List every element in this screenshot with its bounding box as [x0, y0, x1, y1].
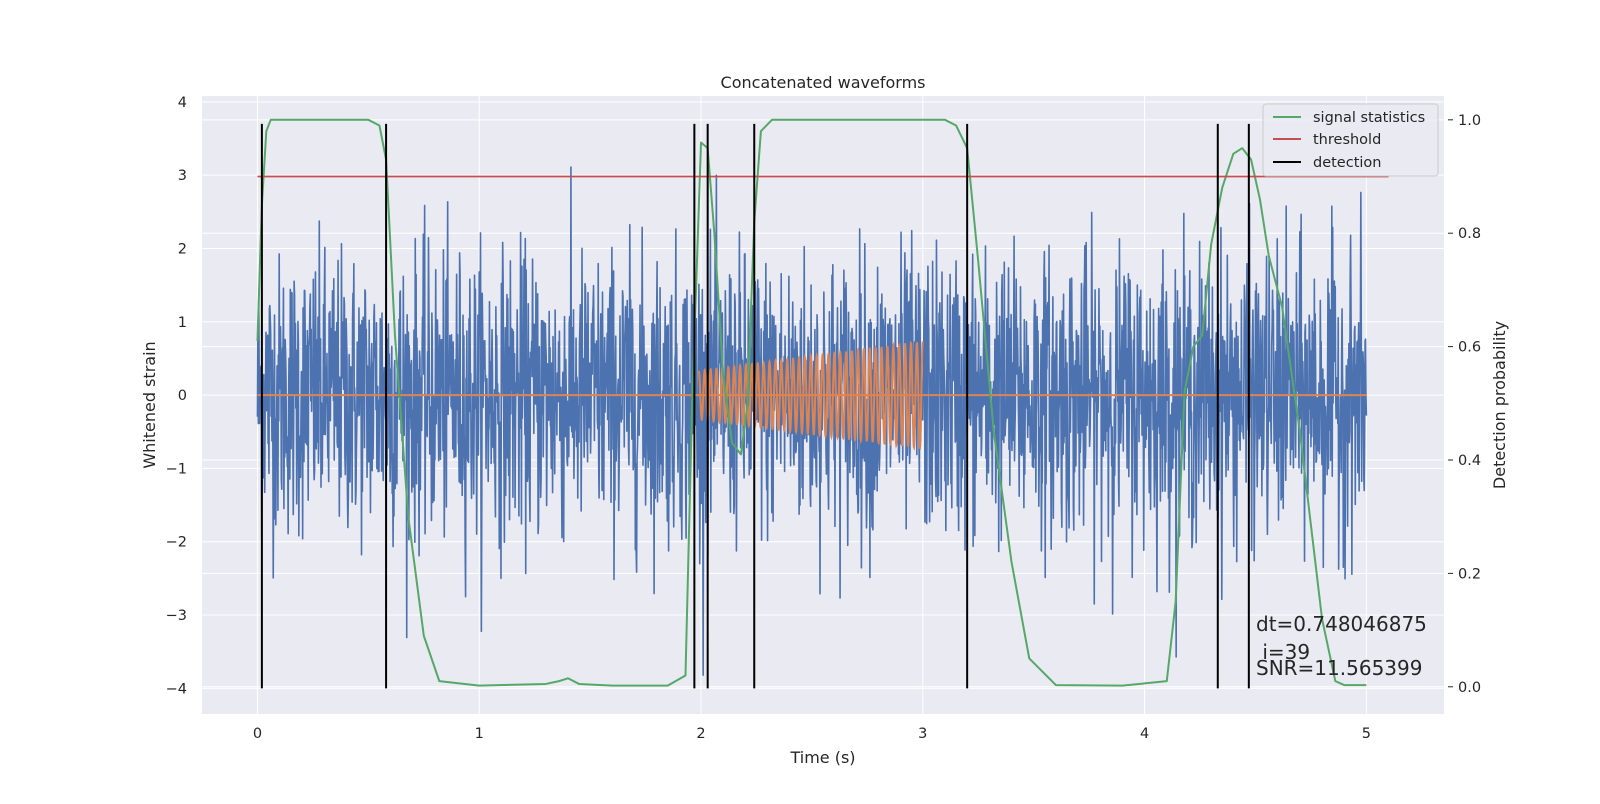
y-tick-label: −4 — [166, 681, 187, 697]
y-right-tick-label: 0.2 — [1458, 566, 1481, 582]
y-right-axis-label: Detection probability — [1490, 321, 1509, 489]
legend-box — [1262, 103, 1439, 177]
y-tick-label: −3 — [166, 608, 187, 624]
y-axis-label: Whitened strain — [140, 341, 159, 468]
y-tick-label: 3 — [178, 168, 187, 184]
right-axis-layer — [256, 118, 1389, 687]
y-tick-label: −1 — [166, 461, 187, 477]
signal-layer — [257, 340, 1367, 452]
y-right-tick-label: 0.8 — [1458, 226, 1481, 242]
y-tick-label: 2 — [178, 241, 187, 257]
x-tick-label: 0 — [253, 726, 262, 742]
x-tick-label: 5 — [1362, 726, 1371, 742]
x-tick-label: 4 — [1140, 726, 1149, 742]
injected-signal-trace — [697, 340, 924, 452]
y-right-tick-label: 0.0 — [1458, 680, 1481, 696]
annotation-block: dt=0.748046875 i=39 SNR=11.565399 — [1256, 612, 1427, 680]
y-tick-label: 0 — [178, 388, 187, 404]
annotation-snr: SNR=11.565399 — [1256, 656, 1422, 680]
legend-label-threshold: threshold — [1313, 132, 1381, 148]
x-tick-label: 1 — [475, 726, 484, 742]
annotation-dt: dt=0.748046875 — [1256, 612, 1427, 636]
x-tick-label: 3 — [918, 726, 927, 742]
y-right-tick-label: 1.0 — [1458, 113, 1481, 129]
y-right-tick-label: 0.6 — [1458, 340, 1481, 356]
x-axis-label: Time (s) — [789, 748, 855, 767]
legend: signal statistics threshold detection — [1262, 103, 1439, 177]
chart-title: Concatenated waveforms — [721, 73, 926, 92]
legend-label-detection: detection — [1313, 155, 1381, 171]
y-right-tick-label: 0.4 — [1458, 453, 1481, 469]
annotation-index: i=39 — [1256, 640, 1310, 664]
detection-layer — [260, 123, 1250, 689]
x-tick-label: 2 — [696, 726, 705, 742]
y-tick-label: 4 — [178, 95, 187, 111]
y-tick-label: 1 — [178, 315, 187, 331]
legend-label-signal-statistics: signal statistics — [1313, 110, 1425, 126]
tick-layer: 0 1 2 3 4 5 −4 −3 −2 −1 0 1 2 3 4 0.0 0.2 0.4 0.6 0.8 1.0 — [166, 95, 1481, 742]
y-tick-label: −2 — [166, 535, 187, 551]
